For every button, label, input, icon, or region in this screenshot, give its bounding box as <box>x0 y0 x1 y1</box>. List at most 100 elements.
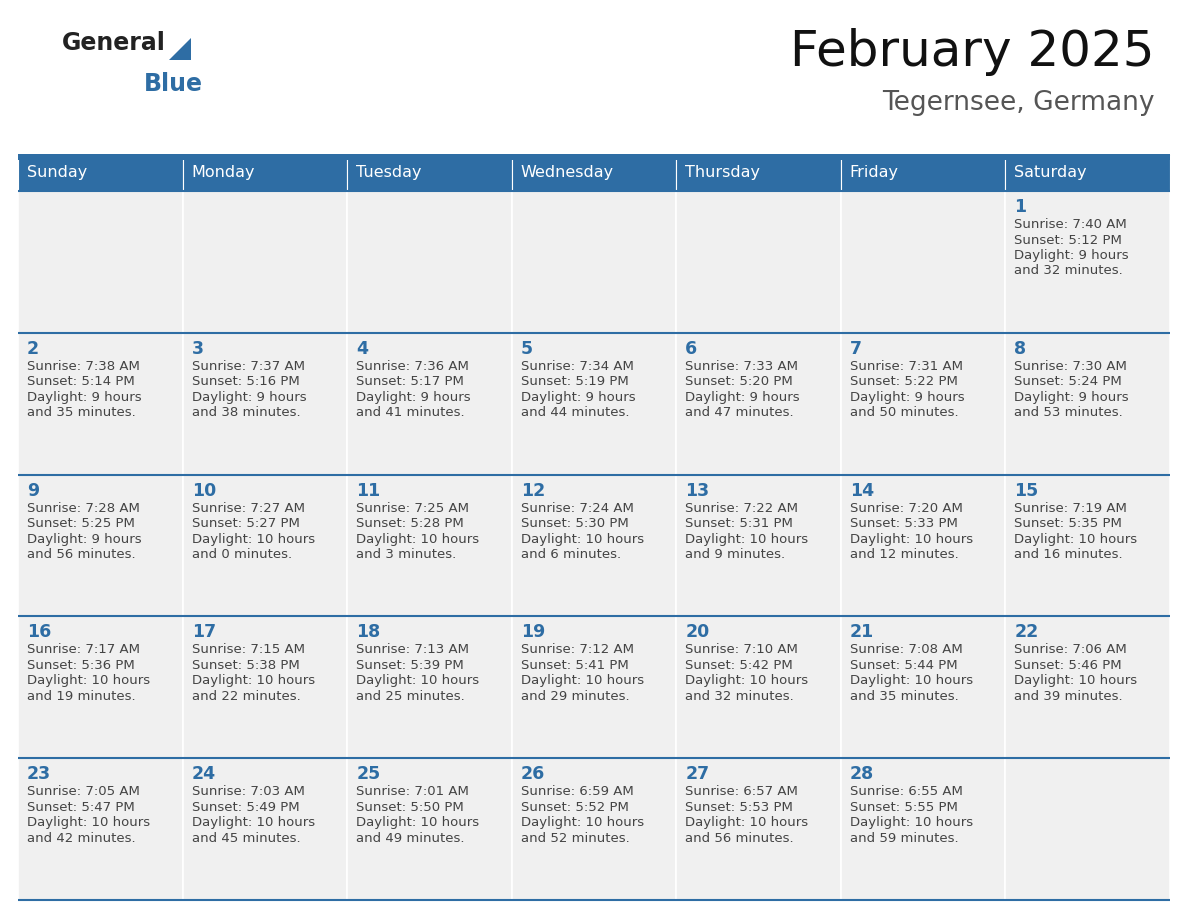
Text: Sunset: 5:12 PM: Sunset: 5:12 PM <box>1015 233 1123 247</box>
Text: Sunset: 5:49 PM: Sunset: 5:49 PM <box>191 800 299 813</box>
Bar <box>1005 616 1170 758</box>
Text: and 59 minutes.: and 59 minutes. <box>849 832 959 845</box>
Bar <box>1005 475 1170 616</box>
Text: and 44 minutes.: and 44 minutes. <box>520 407 630 420</box>
Text: 15: 15 <box>1015 482 1038 499</box>
Bar <box>1005 758 1170 900</box>
Text: Daylight: 10 hours: Daylight: 10 hours <box>849 675 973 688</box>
Text: Sunset: 5:27 PM: Sunset: 5:27 PM <box>191 517 299 530</box>
Bar <box>1005 155 1170 191</box>
Text: Sunset: 5:35 PM: Sunset: 5:35 PM <box>1015 517 1123 530</box>
Bar <box>347 758 512 900</box>
Text: and 6 minutes.: and 6 minutes. <box>520 548 621 561</box>
Bar <box>347 333 512 475</box>
Text: Daylight: 9 hours: Daylight: 9 hours <box>27 391 141 404</box>
Text: Sunset: 5:42 PM: Sunset: 5:42 PM <box>685 659 794 672</box>
Text: and 39 minutes.: and 39 minutes. <box>1015 690 1123 703</box>
Text: Sunrise: 7:24 AM: Sunrise: 7:24 AM <box>520 501 633 515</box>
Text: and 41 minutes.: and 41 minutes. <box>356 407 465 420</box>
Text: Daylight: 9 hours: Daylight: 9 hours <box>1015 391 1129 404</box>
Text: Daylight: 10 hours: Daylight: 10 hours <box>356 816 479 829</box>
Bar <box>676 191 841 333</box>
Text: Daylight: 10 hours: Daylight: 10 hours <box>191 532 315 545</box>
Text: 13: 13 <box>685 482 709 499</box>
Text: Daylight: 9 hours: Daylight: 9 hours <box>27 532 141 545</box>
Bar <box>841 616 1005 758</box>
Bar <box>676 758 841 900</box>
Text: 2: 2 <box>27 340 39 358</box>
Text: Daylight: 10 hours: Daylight: 10 hours <box>191 675 315 688</box>
Text: Sunset: 5:28 PM: Sunset: 5:28 PM <box>356 517 463 530</box>
Text: Sunset: 5:50 PM: Sunset: 5:50 PM <box>356 800 463 813</box>
Text: Sunrise: 7:22 AM: Sunrise: 7:22 AM <box>685 501 798 515</box>
Bar <box>18 475 183 616</box>
Bar <box>676 616 841 758</box>
Text: Thursday: Thursday <box>685 165 760 181</box>
Text: 1: 1 <box>1015 198 1026 216</box>
Bar <box>18 758 183 900</box>
Text: and 35 minutes.: and 35 minutes. <box>849 690 959 703</box>
Text: Wednesday: Wednesday <box>520 165 614 181</box>
Text: Sunday: Sunday <box>27 165 87 181</box>
Bar <box>676 475 841 616</box>
Text: Sunset: 5:38 PM: Sunset: 5:38 PM <box>191 659 299 672</box>
Text: Sunrise: 6:59 AM: Sunrise: 6:59 AM <box>520 785 633 798</box>
Bar <box>347 191 512 333</box>
Text: Daylight: 10 hours: Daylight: 10 hours <box>520 675 644 688</box>
Text: Daylight: 10 hours: Daylight: 10 hours <box>685 675 808 688</box>
Bar <box>512 616 676 758</box>
Bar <box>347 475 512 616</box>
Bar <box>18 333 183 475</box>
Text: Sunset: 5:22 PM: Sunset: 5:22 PM <box>849 375 958 388</box>
Text: Sunset: 5:55 PM: Sunset: 5:55 PM <box>849 800 958 813</box>
Text: and 52 minutes.: and 52 minutes. <box>520 832 630 845</box>
Text: Sunset: 5:52 PM: Sunset: 5:52 PM <box>520 800 628 813</box>
Text: and 12 minutes.: and 12 minutes. <box>849 548 959 561</box>
Text: 12: 12 <box>520 482 545 499</box>
Text: Daylight: 9 hours: Daylight: 9 hours <box>685 391 800 404</box>
Bar <box>347 155 512 191</box>
Text: Daylight: 10 hours: Daylight: 10 hours <box>356 675 479 688</box>
Text: Friday: Friday <box>849 165 899 181</box>
Text: Sunrise: 7:15 AM: Sunrise: 7:15 AM <box>191 644 304 656</box>
Bar <box>841 475 1005 616</box>
Text: Sunrise: 7:03 AM: Sunrise: 7:03 AM <box>191 785 304 798</box>
Text: Sunrise: 7:28 AM: Sunrise: 7:28 AM <box>27 501 140 515</box>
Text: Sunrise: 7:06 AM: Sunrise: 7:06 AM <box>1015 644 1127 656</box>
Polygon shape <box>169 38 191 60</box>
Bar <box>1005 191 1170 333</box>
Bar <box>512 475 676 616</box>
Text: 5: 5 <box>520 340 533 358</box>
Text: and 47 minutes.: and 47 minutes. <box>685 407 794 420</box>
Text: Sunrise: 7:30 AM: Sunrise: 7:30 AM <box>1015 360 1127 373</box>
Text: General: General <box>62 31 166 55</box>
Bar <box>512 333 676 475</box>
Text: 18: 18 <box>356 623 380 642</box>
Text: Sunset: 5:46 PM: Sunset: 5:46 PM <box>1015 659 1121 672</box>
Bar <box>183 155 347 191</box>
Text: 7: 7 <box>849 340 861 358</box>
Text: Sunset: 5:20 PM: Sunset: 5:20 PM <box>685 375 794 388</box>
Text: 23: 23 <box>27 766 51 783</box>
Bar <box>676 333 841 475</box>
Bar <box>183 191 347 333</box>
Text: and 56 minutes.: and 56 minutes. <box>27 548 135 561</box>
Bar <box>676 155 841 191</box>
Bar <box>512 191 676 333</box>
Text: and 32 minutes.: and 32 minutes. <box>685 690 794 703</box>
Text: 4: 4 <box>356 340 368 358</box>
Bar <box>18 154 1170 160</box>
Text: Sunrise: 6:57 AM: Sunrise: 6:57 AM <box>685 785 798 798</box>
Text: 27: 27 <box>685 766 709 783</box>
Text: Sunset: 5:16 PM: Sunset: 5:16 PM <box>191 375 299 388</box>
Text: Sunrise: 7:01 AM: Sunrise: 7:01 AM <box>356 785 469 798</box>
Text: Daylight: 10 hours: Daylight: 10 hours <box>520 532 644 545</box>
Text: and 29 minutes.: and 29 minutes. <box>520 690 630 703</box>
Text: Daylight: 10 hours: Daylight: 10 hours <box>685 532 808 545</box>
Text: Sunrise: 7:25 AM: Sunrise: 7:25 AM <box>356 501 469 515</box>
Text: and 0 minutes.: and 0 minutes. <box>191 548 292 561</box>
Text: Sunset: 5:31 PM: Sunset: 5:31 PM <box>685 517 794 530</box>
Text: Sunset: 5:53 PM: Sunset: 5:53 PM <box>685 800 794 813</box>
Text: Sunrise: 7:33 AM: Sunrise: 7:33 AM <box>685 360 798 373</box>
Text: 19: 19 <box>520 623 545 642</box>
